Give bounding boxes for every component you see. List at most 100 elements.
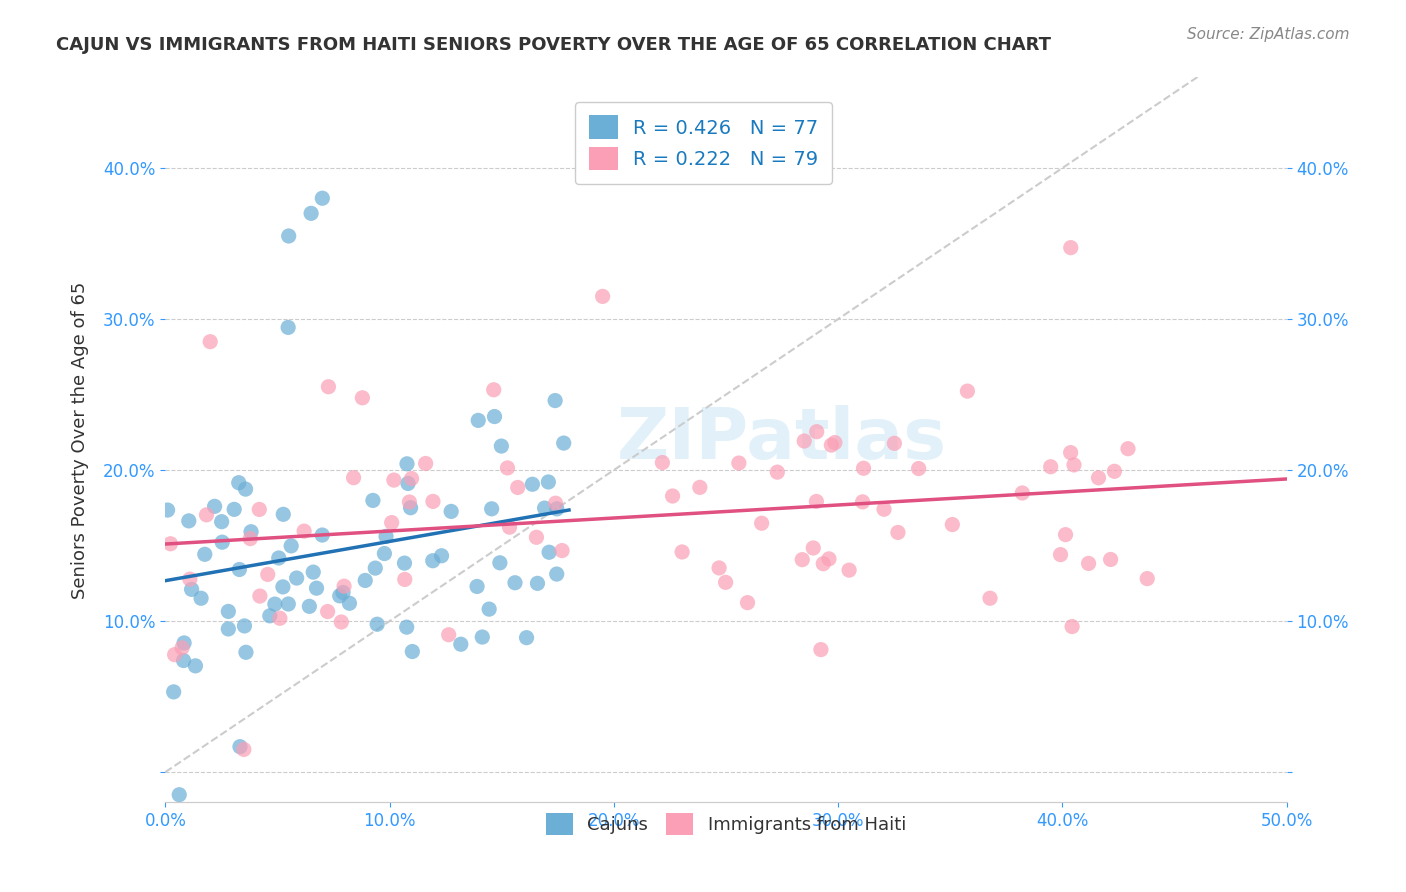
Cajuns (553, 436, 575, 450)
Immigrants from Haiti (200, 334, 222, 349)
Cajuns (235, 645, 257, 659)
Cajuns (484, 409, 506, 424)
Immigrants from Haiti (1039, 459, 1062, 474)
Cajuns (271, 508, 294, 522)
Immigrants from Haiti (766, 465, 789, 479)
Cajuns (491, 439, 513, 453)
Immigrants from Haiti (249, 589, 271, 603)
Immigrants from Haiti (398, 495, 420, 509)
Cajuns (422, 554, 444, 568)
Immigrants from Haiti (873, 502, 896, 516)
Immigrants from Haiti (737, 596, 759, 610)
Immigrants from Haiti (714, 575, 737, 590)
Immigrants from Haiti (159, 537, 181, 551)
Text: Source: ZipAtlas.com: Source: ZipAtlas.com (1187, 27, 1350, 42)
Immigrants from Haiti (195, 508, 218, 522)
Cajuns (481, 501, 503, 516)
Cajuns (311, 528, 333, 542)
Immigrants from Haiti (437, 628, 460, 642)
Immigrants from Haiti (727, 456, 749, 470)
Text: CAJUN VS IMMIGRANTS FROM HAITI SENIORS POVERTY OVER THE AGE OF 65 CORRELATION CH: CAJUN VS IMMIGRANTS FROM HAITI SENIORS P… (56, 36, 1052, 54)
Cajuns (440, 504, 463, 518)
Text: ZIPatlas: ZIPatlas (617, 405, 948, 475)
Immigrants from Haiti (482, 383, 505, 397)
Immigrants from Haiti (941, 517, 963, 532)
Cajuns (173, 654, 195, 668)
Immigrants from Haiti (239, 532, 262, 546)
Cajuns (299, 206, 322, 220)
Cajuns (277, 597, 299, 611)
Immigrants from Haiti (496, 461, 519, 475)
Cajuns (395, 457, 418, 471)
Cajuns (516, 631, 538, 645)
Cajuns (430, 549, 453, 563)
Immigrants from Haiti (824, 435, 846, 450)
Cajuns (167, 788, 190, 802)
Immigrants from Haiti (292, 524, 315, 538)
Cajuns (538, 545, 561, 559)
Cajuns (211, 535, 233, 549)
Immigrants from Haiti (1116, 442, 1139, 456)
Immigrants from Haiti (651, 456, 673, 470)
Cajuns (544, 393, 567, 408)
Cajuns (311, 191, 333, 205)
Cajuns (233, 619, 256, 633)
Cajuns (217, 604, 239, 618)
Immigrants from Haiti (1104, 464, 1126, 478)
Immigrants from Haiti (806, 494, 828, 508)
Immigrants from Haiti (163, 648, 186, 662)
Cajuns (190, 591, 212, 606)
Cajuns (489, 556, 512, 570)
Immigrants from Haiti (751, 516, 773, 531)
Immigrants from Haiti (269, 611, 291, 625)
Immigrants from Haiti (689, 480, 711, 494)
Cajuns (224, 502, 246, 516)
Cajuns (259, 608, 281, 623)
Immigrants from Haiti (887, 525, 910, 540)
Immigrants from Haiti (838, 563, 860, 577)
Immigrants from Haiti (1099, 552, 1122, 566)
Cajuns (467, 413, 489, 427)
Immigrants from Haiti (820, 438, 842, 452)
Cajuns (339, 596, 361, 610)
Cajuns (228, 475, 250, 490)
Immigrants from Haiti (316, 605, 339, 619)
Immigrants from Haiti (247, 502, 270, 516)
Y-axis label: Seniors Poverty Over the Age of 65: Seniors Poverty Over the Age of 65 (72, 281, 89, 599)
Cajuns (395, 620, 418, 634)
Immigrants from Haiti (352, 391, 374, 405)
Immigrants from Haiti (381, 516, 404, 530)
Cajuns (194, 547, 217, 561)
Cajuns (163, 685, 186, 699)
Legend: Cajuns, Immigrants from Haiti: Cajuns, Immigrants from Haiti (537, 804, 915, 844)
Cajuns (264, 597, 287, 611)
Cajuns (503, 575, 526, 590)
Cajuns (305, 581, 328, 595)
Immigrants from Haiti (661, 489, 683, 503)
Immigrants from Haiti (907, 461, 929, 475)
Immigrants from Haiti (415, 457, 437, 471)
Cajuns (285, 571, 308, 585)
Immigrants from Haiti (1136, 572, 1159, 586)
Cajuns (522, 477, 544, 491)
Cajuns (465, 579, 488, 593)
Immigrants from Haiti (330, 615, 353, 629)
Immigrants from Haiti (852, 461, 875, 475)
Cajuns (211, 515, 233, 529)
Immigrants from Haiti (179, 572, 201, 586)
Cajuns (277, 320, 299, 334)
Cajuns (364, 561, 387, 575)
Cajuns (156, 503, 179, 517)
Immigrants from Haiti (526, 530, 548, 544)
Cajuns (546, 567, 568, 582)
Immigrants from Haiti (422, 494, 444, 508)
Cajuns (235, 482, 257, 496)
Cajuns (332, 585, 354, 599)
Cajuns (184, 658, 207, 673)
Immigrants from Haiti (256, 567, 278, 582)
Cajuns (180, 582, 202, 597)
Immigrants from Haiti (852, 495, 875, 509)
Cajuns (396, 476, 419, 491)
Immigrants from Haiti (172, 640, 194, 655)
Cajuns (375, 529, 398, 543)
